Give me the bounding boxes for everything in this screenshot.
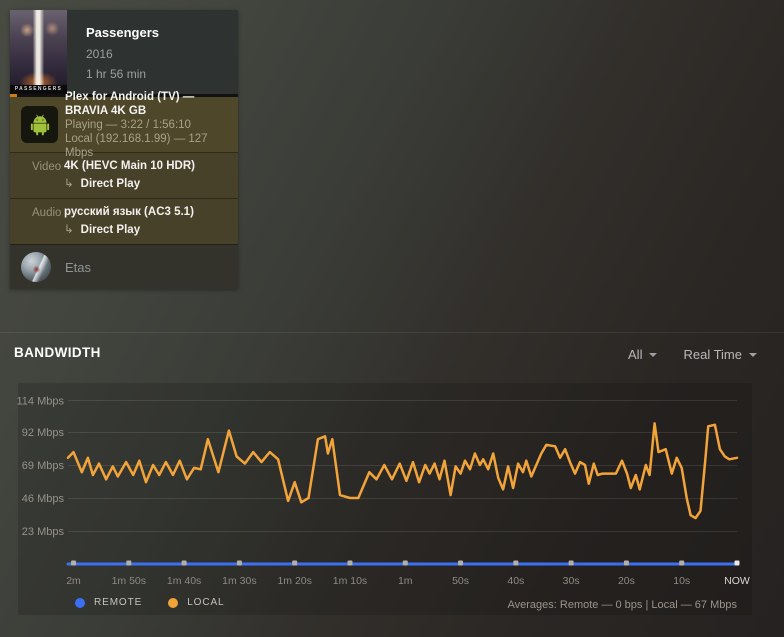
legend-local[interactable]: LOCAL bbox=[168, 597, 224, 608]
remote-legend-dot-icon bbox=[75, 597, 85, 608]
session-info: Plex for Android (TV) — BRAVIA 4K GB Pla… bbox=[65, 90, 238, 160]
direct-play-arrow-icon bbox=[64, 224, 74, 236]
chevron-down-icon bbox=[649, 352, 658, 357]
filter-timerange-dropdown[interactable]: Real Time bbox=[683, 347, 757, 362]
playback-progress-bar bbox=[10, 94, 238, 97]
user-name: Etas bbox=[65, 259, 92, 275]
chevron-down-icon bbox=[749, 352, 757, 357]
bandwidth-title: BANDWIDTH bbox=[14, 345, 101, 360]
playback-status-line: Playing — 3:22 / 1:56:10 bbox=[65, 118, 191, 131]
video-stream-row: Video 4K (HEVC Main 10 HDR) Direct Play bbox=[10, 152, 238, 198]
filter-all-dropdown[interactable]: All bbox=[628, 347, 658, 362]
video-label: Video bbox=[32, 161, 62, 173]
android-icon bbox=[30, 114, 49, 135]
session-row: Plex for Android (TV) — BRAVIA 4K GB Pla… bbox=[10, 91, 238, 159]
audio-label: Audio bbox=[32, 207, 62, 219]
direct-play-arrow-icon bbox=[64, 178, 74, 190]
media-title: Passengers bbox=[86, 25, 159, 40]
audio-decision: Direct Play bbox=[64, 222, 194, 236]
video-decision: Direct Play bbox=[64, 176, 195, 190]
poster-caption: PASSENGERS bbox=[10, 85, 67, 94]
bandwidth-filters: All Real Time bbox=[628, 347, 757, 362]
section-divider bbox=[0, 332, 784, 333]
now-playing-card[interactable]: PASSENGERS Passengers 2016 1 hr 56 min bbox=[10, 10, 238, 289]
chart-legend: REMOTE LOCAL bbox=[75, 597, 224, 608]
media-header: PASSENGERS Passengers 2016 1 hr 56 min bbox=[10, 10, 238, 94]
user-avatar bbox=[21, 252, 51, 282]
local-legend-dot-icon bbox=[168, 597, 179, 608]
bandwidth-averages: Averages: Remote — 0 bps | Local — 67 Mb… bbox=[507, 599, 738, 611]
media-duration: 1 hr 56 min bbox=[86, 67, 147, 81]
player-device-line: Plex for Android (TV) — BRAVIA 4K GB bbox=[65, 90, 195, 117]
legend-remote[interactable]: REMOTE bbox=[75, 597, 142, 608]
media-meta: Passengers 2016 1 hr 56 min bbox=[67, 10, 159, 94]
movie-poster[interactable]: PASSENGERS bbox=[10, 10, 67, 94]
audio-stream-row: Audio русский язык (AC3 5.1) Direct Play bbox=[10, 198, 238, 244]
audio-codec: русский язык (AC3 5.1) bbox=[64, 206, 194, 218]
video-details: 4K (HEVC Main 10 HDR) Direct Play bbox=[64, 160, 195, 198]
user-row[interactable]: Etas bbox=[10, 244, 238, 289]
playback-progress-fill bbox=[10, 94, 17, 97]
media-year: 2016 bbox=[86, 47, 113, 61]
player-platform-tile bbox=[21, 106, 58, 143]
connection-line: Local (192.168.1.99) — 127 Mbps bbox=[65, 132, 208, 159]
video-codec: 4K (HEVC Main 10 HDR) bbox=[64, 160, 195, 172]
bandwidth-chart-panel bbox=[18, 383, 752, 615]
audio-details: русский язык (AC3 5.1) Direct Play bbox=[64, 206, 194, 244]
